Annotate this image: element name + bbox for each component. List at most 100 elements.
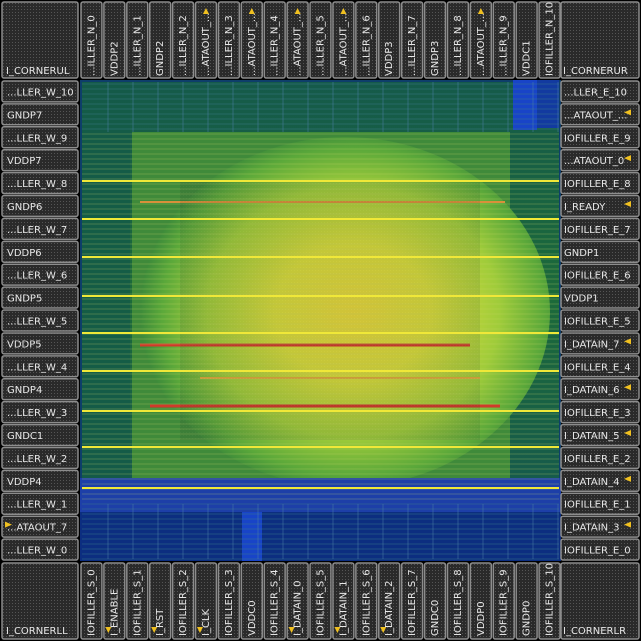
pad-top[interactable]: ...ILLER_N_8 (446, 1, 470, 79)
pad-cell[interactable] (1, 446, 79, 470)
pad-top[interactable]: ...ILLER_N_2 (171, 1, 195, 79)
pad-cell[interactable] (560, 286, 640, 309)
pad-left[interactable]: ...LLER_W_2 (1, 446, 79, 470)
pad-top[interactable]: VDDP2 (103, 1, 126, 79)
pad-top[interactable]: VDDC1 (515, 1, 538, 79)
pad-cell[interactable] (1, 286, 79, 309)
pad-cell[interactable] (560, 103, 640, 126)
pad-right[interactable]: ...LLER_E_10 (560, 80, 640, 103)
pad-cell[interactable] (560, 217, 640, 241)
pad-top[interactable]: ...ATAOUT_... (286, 1, 309, 79)
pad-top[interactable]: ...ILLER_N_7 (400, 1, 424, 79)
pad-cell[interactable] (1, 80, 79, 103)
pad-cell[interactable] (309, 1, 332, 79)
pad-top[interactable]: GNDP3 (423, 1, 447, 79)
pad-cell[interactable] (1, 309, 79, 332)
pad-cell[interactable] (492, 1, 515, 79)
pad-right[interactable]: IOFILLER_E_2 (560, 446, 640, 470)
corner-cell-lr[interactable]: I_CORNERLR (560, 562, 640, 640)
pad-bottom[interactable]: IOFILLER_S_4 (263, 562, 286, 640)
corner-cell-ll[interactable]: I_CORNERLL (1, 562, 79, 640)
pad-right[interactable]: I_DATAIN_7 (560, 332, 640, 355)
corner-cell-ur[interactable]: I_CORNERUR (560, 1, 640, 79)
pad-cell[interactable] (1, 423, 79, 447)
pad-right[interactable]: IOFILLER_E_7 (560, 217, 640, 241)
pad-right[interactable]: IOFILLER_E_4 (560, 355, 640, 378)
pad-cell[interactable] (560, 492, 640, 515)
pad-cell[interactable] (1, 126, 79, 149)
pad-bottom[interactable]: I_ENABLE (103, 562, 126, 640)
pad-right[interactable]: I_DATAIN_5 (560, 423, 640, 447)
pad-cell[interactable] (194, 1, 218, 79)
pad-bottom[interactable]: GNDP0 (515, 562, 538, 640)
pad-cell[interactable] (560, 263, 640, 286)
pad-top[interactable]: ...ILLER_N_6 (355, 1, 378, 79)
pad-right[interactable]: IOFILLER_E_5 (560, 309, 640, 332)
pad-top[interactable]: ...ILLER_N_3 (217, 1, 241, 79)
pad-cell[interactable] (560, 80, 640, 103)
pad-bottom[interactable]: VDDC0 (240, 562, 263, 640)
pad-cell[interactable] (492, 562, 515, 640)
pad-cell[interactable] (560, 194, 640, 218)
pad-left[interactable]: ...ATAOUT_7 (1, 515, 79, 538)
pad-cell[interactable] (148, 1, 172, 79)
pad-right[interactable]: I_DATAIN_6 (560, 378, 640, 401)
pad-cell[interactable] (560, 515, 640, 538)
pad-bottom[interactable]: IOFILLER_S_6 (355, 562, 378, 640)
pad-bottom[interactable]: IOFILLER_S_3 (217, 562, 241, 640)
pad-left[interactable]: ...LLER_W_7 (1, 217, 79, 241)
pad-cell[interactable] (560, 332, 640, 355)
pad-right[interactable]: IOFILLER_E_9 (560, 126, 640, 149)
pad-left[interactable]: VDDP6 (1, 240, 79, 263)
pad-cell[interactable] (515, 1, 538, 79)
pad-left[interactable]: ...LLER_W_4 (1, 355, 79, 378)
pad-top[interactable]: ...ATAOUT_... (332, 1, 355, 79)
pad-cell[interactable] (560, 469, 640, 493)
pad-cell[interactable] (1, 103, 79, 126)
pad-top[interactable]: IOFILLER_N_10 (538, 1, 561, 79)
pad-cell[interactable] (126, 1, 149, 79)
pad-right[interactable]: I_DATAIN_3 (560, 515, 640, 538)
pad-bottom[interactable]: IOFILLER_S_9 (492, 562, 515, 640)
pad-left[interactable]: GNDP7 (1, 103, 79, 126)
pad-top[interactable]: VDDP3 (378, 1, 401, 79)
pad-cell[interactable] (400, 1, 424, 79)
pad-top[interactable]: ...ATAOUT_... (194, 1, 218, 79)
pad-right[interactable]: GNDP1 (560, 240, 640, 263)
pad-right[interactable]: IOFILLER_E_8 (560, 171, 640, 195)
pad-right[interactable]: I_DATAIN_4 (560, 469, 640, 493)
pad-cell[interactable] (1, 263, 79, 286)
pad-bottom[interactable]: IOFILLER_S_10 (538, 562, 561, 640)
pad-right[interactable]: ...ATAOUT_... (560, 103, 640, 126)
pad-bottom[interactable]: I_DATAIN_0 (286, 562, 309, 640)
pad-left[interactable]: ...LLER_W_8 (1, 171, 79, 195)
pad-left[interactable]: ...LLER_W_0 (1, 538, 79, 561)
pad-bottom[interactable]: I_CLK (194, 562, 218, 640)
pad-bottom[interactable]: IOFILLER_S_8 (446, 562, 470, 640)
pad-right[interactable]: I_READY (560, 194, 640, 218)
pad-cell[interactable] (1, 240, 79, 263)
pad-cell[interactable] (560, 240, 640, 263)
pad-top[interactable]: ...ILLER_N_0 (80, 1, 103, 79)
pad-cell[interactable] (355, 1, 378, 79)
pad-cell[interactable] (1, 194, 79, 218)
pad-cell[interactable] (148, 562, 172, 640)
pad-cell[interactable] (469, 562, 493, 640)
pad-cell[interactable] (400, 562, 424, 640)
pad-cell[interactable] (423, 1, 447, 79)
pad-cell[interactable] (560, 423, 640, 447)
pad-left[interactable]: GNDP5 (1, 286, 79, 309)
pad-cell[interactable] (355, 562, 378, 640)
pad-right[interactable]: IOFILLER_E_6 (560, 263, 640, 286)
pad-bottom[interactable]: VDDP0 (469, 562, 493, 640)
pad-cell[interactable] (1, 217, 79, 241)
pad-cell[interactable] (103, 562, 126, 640)
pad-left[interactable]: GNDP6 (1, 194, 79, 218)
pad-right[interactable]: VDDP1 (560, 286, 640, 309)
pad-right[interactable]: IOFILLER_E_3 (560, 400, 640, 424)
pad-top[interactable]: ...ILLER_N_5 (309, 1, 332, 79)
pad-cell[interactable] (263, 562, 286, 640)
pad-cell[interactable] (217, 1, 241, 79)
